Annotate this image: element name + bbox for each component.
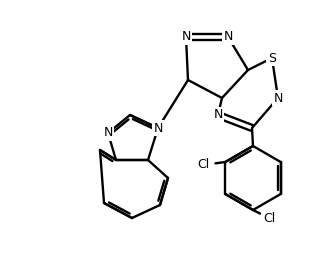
Text: Cl: Cl (197, 159, 209, 172)
Text: Cl: Cl (263, 211, 275, 225)
Text: N: N (153, 122, 163, 134)
Text: N: N (103, 127, 113, 139)
Text: N: N (273, 91, 283, 105)
Text: N: N (223, 30, 233, 43)
Text: S: S (268, 52, 276, 64)
Text: N: N (213, 108, 223, 122)
Text: N: N (181, 30, 191, 43)
